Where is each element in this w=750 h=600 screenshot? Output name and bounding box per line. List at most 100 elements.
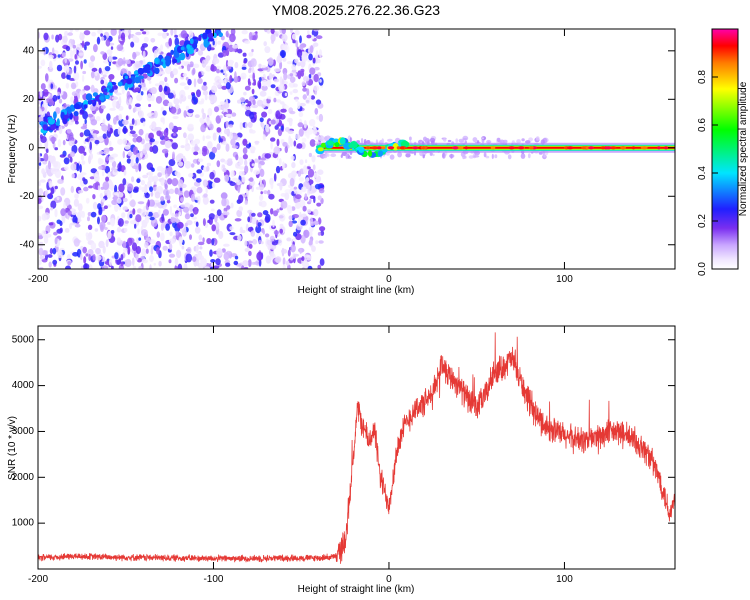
noise-blob [79, 132, 84, 138]
noise-blob [85, 197, 90, 204]
diagonal-trace-blob [104, 88, 108, 92]
noise-blob [231, 112, 237, 117]
noise-blob [151, 167, 155, 172]
noise-blob [223, 128, 230, 135]
noise-blob [241, 66, 247, 70]
noise-blob [164, 140, 172, 149]
noise-blob [122, 119, 129, 126]
noise-blob [198, 158, 204, 163]
noise-blob [234, 61, 239, 69]
noise-blob [212, 132, 217, 141]
noise-blob [79, 31, 83, 39]
noise-blob [168, 37, 172, 47]
noise-blob [197, 50, 204, 56]
noise-blob [192, 206, 199, 215]
noise-blob [146, 93, 152, 102]
noise-blob [234, 255, 239, 260]
noise-blob [90, 211, 97, 218]
noise-blob [217, 40, 222, 45]
noise-blob [289, 138, 293, 147]
noise-blob [61, 52, 67, 58]
snr-y-tick-label: 5000 [12, 334, 35, 345]
noise-blob [45, 148, 49, 154]
noise-blob [127, 237, 133, 246]
noise-blob [285, 127, 290, 132]
noise-blob [307, 265, 313, 269]
noise-blob [38, 142, 42, 149]
carrier-peak [585, 146, 590, 150]
noise-blob [141, 229, 148, 237]
noise-blob [284, 105, 289, 109]
colorbar-tick-label: 0.4 [697, 166, 708, 180]
noise-blob [291, 206, 296, 212]
noise-blob [95, 171, 99, 178]
noise-blob [65, 265, 71, 269]
noise-blob [132, 51, 137, 60]
noise-blob [84, 119, 87, 124]
noise-blob [429, 152, 433, 156]
noise-blob [82, 177, 86, 182]
noise-blob [443, 138, 447, 142]
noise-blob [55, 107, 61, 115]
noise-blob [308, 53, 313, 61]
noise-blob [211, 182, 216, 189]
noise-blob [318, 135, 325, 142]
snr-x-tick-label: -200 [28, 574, 48, 585]
noise-blob [214, 106, 219, 113]
noise-blob [106, 113, 111, 121]
noise-blob [387, 138, 393, 142]
noise-blob [230, 202, 234, 209]
diagonal-trace-blob [83, 100, 88, 107]
noise-blob [237, 48, 243, 54]
noise-blob [303, 261, 309, 269]
noise-blob [182, 206, 190, 213]
noise-blob [260, 241, 264, 245]
noise-blob [314, 183, 322, 190]
noise-blob [121, 212, 126, 219]
noise-blob [154, 199, 160, 203]
noise-blob [89, 141, 92, 151]
noise-blob [282, 257, 286, 266]
carrier-peak [400, 146, 405, 150]
noise-blob [138, 185, 142, 191]
noise-blob [237, 234, 242, 242]
carrier-peak [604, 146, 612, 150]
noise-blob [47, 254, 53, 258]
noise-blob [76, 163, 80, 172]
noise-blob [220, 138, 223, 143]
noise-blob [151, 94, 155, 102]
noise-blob [234, 71, 237, 80]
spectrogram-x-ticks: -200 -100 0 100 [28, 29, 573, 285]
noise-blob [115, 92, 122, 96]
noise-blob [224, 76, 228, 85]
noise-blob [112, 169, 119, 176]
noise-blob [70, 151, 75, 158]
noise-blob [80, 126, 88, 130]
noise-blob [270, 141, 273, 150]
carrier-peak [365, 146, 371, 150]
noise-blob [290, 155, 295, 160]
noise-blob [70, 222, 77, 226]
noise-blob [177, 263, 183, 269]
noise-blob [202, 135, 205, 142]
noise-blob [148, 132, 155, 140]
noise-blob [195, 221, 199, 227]
noise-blob [79, 164, 82, 173]
noise-blob [168, 259, 172, 264]
noise-blob [319, 258, 325, 266]
noise-blob [168, 238, 176, 244]
noise-blob [99, 223, 105, 232]
carrier-peak [381, 146, 386, 150]
noise-blob [227, 66, 232, 70]
noise-blob [142, 121, 146, 127]
noise-blob [247, 240, 253, 244]
noise-blob [265, 255, 272, 264]
noise-blob [106, 49, 113, 55]
noise-blob [265, 213, 271, 223]
noise-blob [155, 126, 162, 131]
noise-blob [75, 121, 79, 125]
noise-blob [158, 209, 161, 215]
noise-blob [247, 216, 251, 223]
noise-blob [48, 261, 52, 268]
noise-blob [192, 67, 196, 75]
